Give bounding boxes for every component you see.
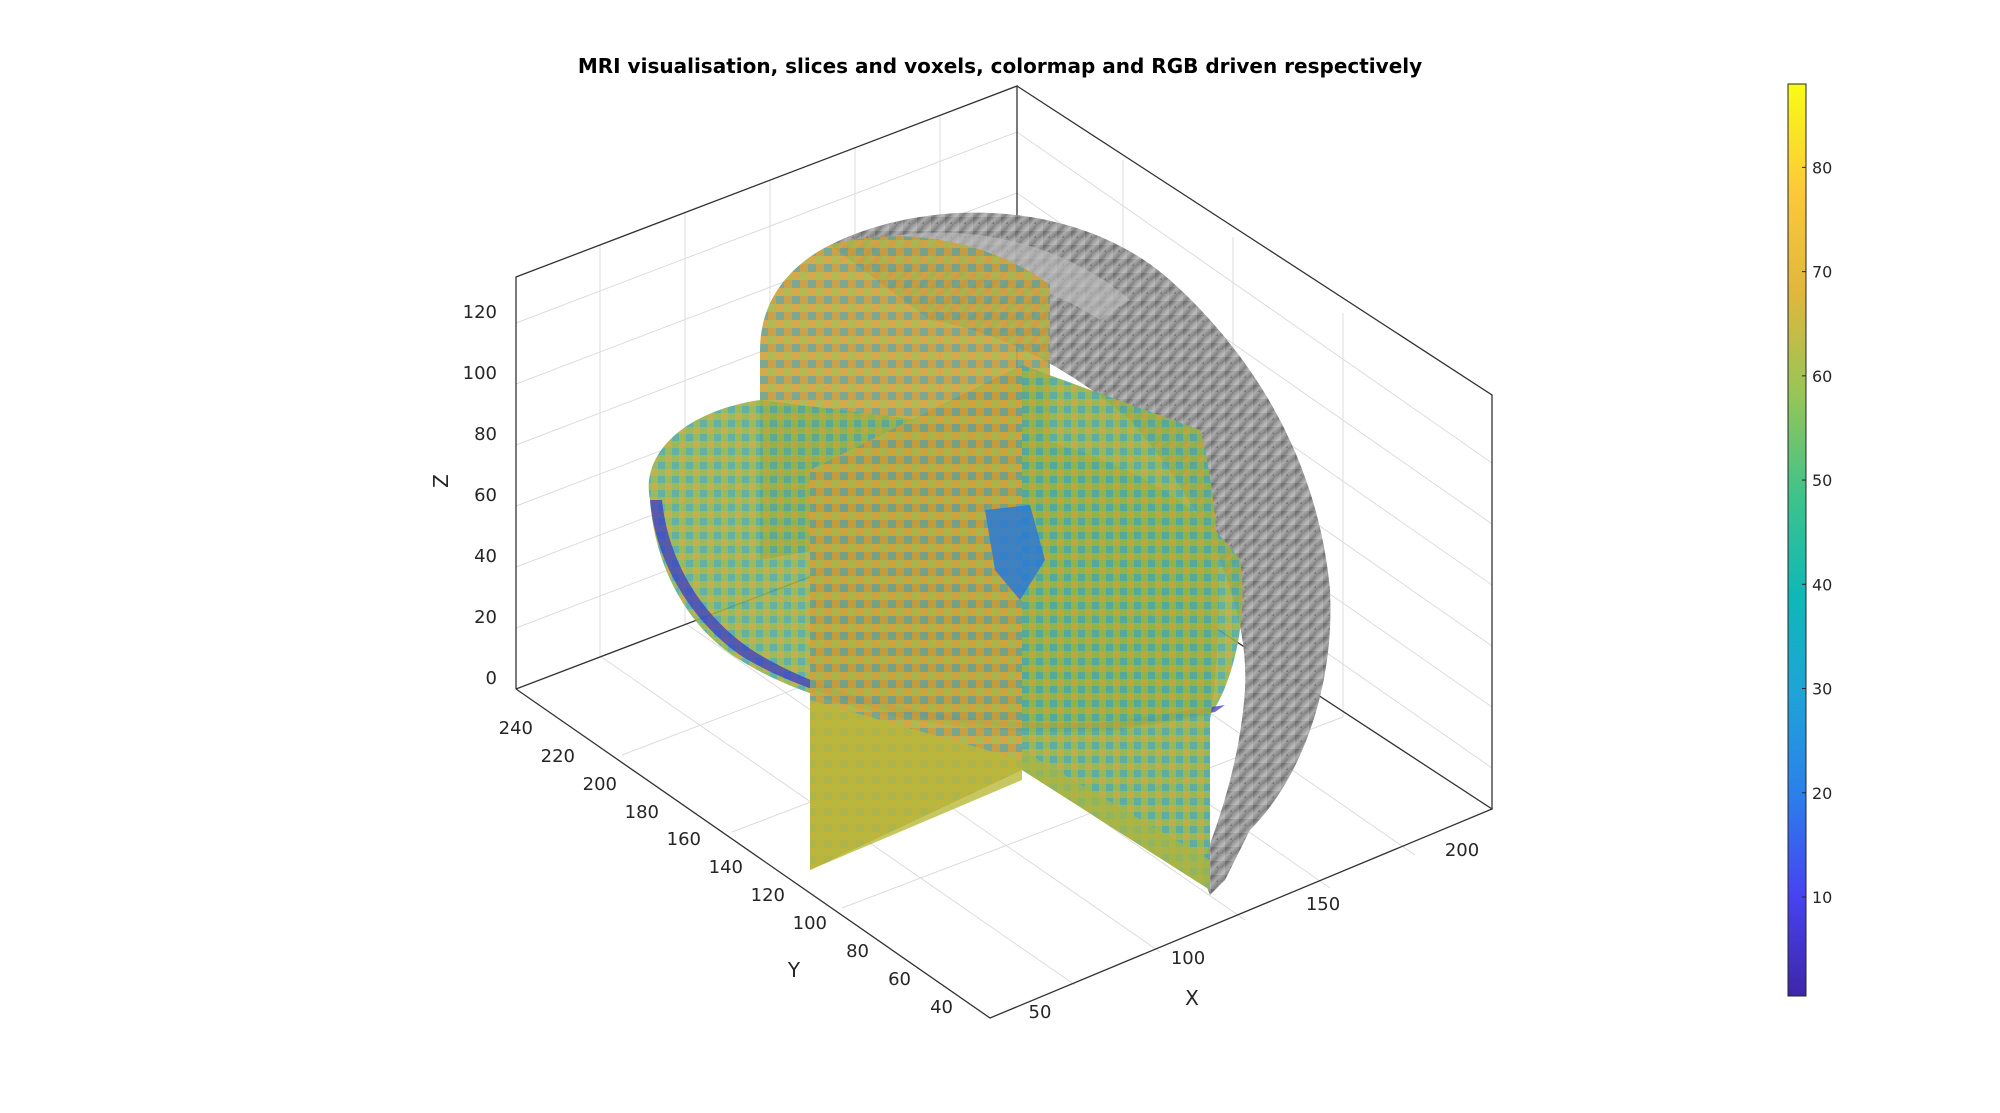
colorbar-ticks: 10 20 30 40 50 60 70 80 [1802,158,1832,907]
z-tick-label: 20 [474,607,497,628]
z-axis: 0 20 40 60 80 100 120 Z [429,302,497,689]
z-tick-label: 100 [463,363,497,384]
colorbar-tick-label: 60 [1812,367,1832,386]
x-tick-label: 200 [1445,840,1479,861]
plot-title: MRI visualisation, slices and voxels, co… [578,54,1422,78]
y-tick-label: 120 [751,885,785,906]
colorbar-scale [1787,83,1807,997]
x-axis-label: X [1185,986,1199,1010]
x-tick-label: 150 [1306,894,1340,915]
y-axis: 40 60 80 100 120 140 160 180 200 220 240… [499,718,953,1018]
colorbar-tick-label: 50 [1812,471,1832,490]
colorbar-tick-label: 80 [1812,158,1832,177]
z-axis-label: Z [429,474,453,488]
colorbar-tick-label: 10 [1812,888,1832,907]
y-tick-label: 40 [930,997,953,1018]
y-tick-label: 80 [846,941,869,962]
z-tick-label: 120 [463,302,497,323]
x-axis: 50 100 150 200 X [1029,840,1480,1023]
z-tick-label: 40 [474,546,497,567]
colormap-slices [648,236,1243,890]
x-tick-label: 100 [1171,948,1205,969]
colorbar: 10 20 30 40 50 60 70 80 [1787,83,1832,997]
x-tick-label: 50 [1029,1002,1052,1023]
y-tick-label: 220 [541,746,575,767]
y-tick-label: 240 [499,718,533,739]
y-tick-label: 160 [667,829,701,850]
y-tick-label: 100 [793,913,827,934]
y-axis-label: Y [787,958,801,982]
z-tick-label: 60 [474,485,497,506]
colorbar-tick-label: 30 [1812,680,1832,699]
colorbar-tick-label: 40 [1812,575,1832,594]
y-tick-label: 180 [625,802,659,823]
colorbar-tick-label: 20 [1812,784,1832,803]
z-tick-label: 80 [474,424,497,445]
y-tick-label: 60 [888,969,911,990]
y-tick-label: 140 [709,857,743,878]
y-tick-label: 200 [583,774,617,795]
z-tick-label: 0 [486,668,497,689]
colorbar-tick-label: 70 [1812,263,1832,282]
